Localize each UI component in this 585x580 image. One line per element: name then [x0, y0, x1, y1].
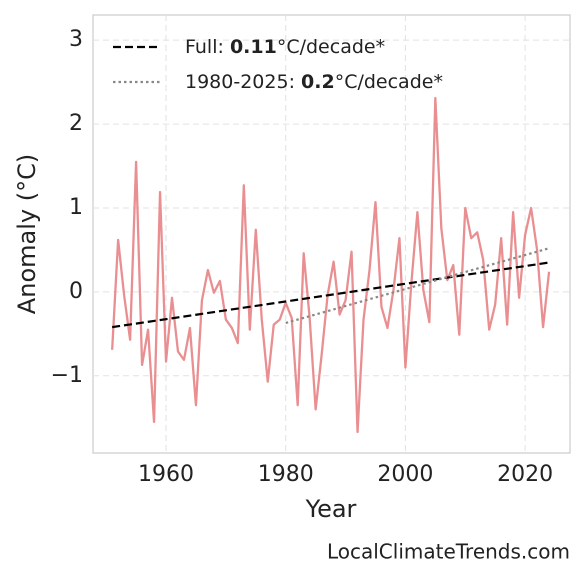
x-tick-label: 2000 [377, 462, 433, 487]
y-tick-label: 2 [69, 111, 83, 136]
y-tick-label: 3 [69, 27, 83, 52]
legend-prefix: 1980-2025: [185, 71, 301, 93]
trend-line [111, 261, 550, 329]
y-tick-label: 1 [69, 195, 83, 220]
x-axis-label: Year [305, 495, 357, 523]
legend-rate: 0.11 [230, 36, 277, 58]
legend-suffix: °C/decade* [277, 36, 385, 58]
y-tick-label: 0 [69, 279, 83, 304]
data-line [111, 96, 551, 434]
legend-suffix: °C/decade* [335, 71, 443, 93]
legend-rate: 0.2 [301, 71, 335, 93]
trend-line [285, 247, 550, 325]
x-tick-label: 1960 [138, 462, 194, 487]
footer: LocalClimateTrends.com [327, 540, 570, 564]
x-tick-label: 1980 [258, 462, 314, 487]
x-tick-label: 2020 [497, 462, 553, 487]
legend-label: 1980-2025: 0.2°C/decade* [185, 71, 443, 93]
grid [93, 15, 570, 453]
y-tick-label: −1 [51, 363, 83, 388]
y-axis-label: Anomaly (°C) [13, 154, 41, 314]
legend-prefix: Full: [185, 36, 230, 58]
legend-label: Full: 0.11°C/decade* [185, 36, 385, 58]
plot-frame [92, 14, 571, 454]
